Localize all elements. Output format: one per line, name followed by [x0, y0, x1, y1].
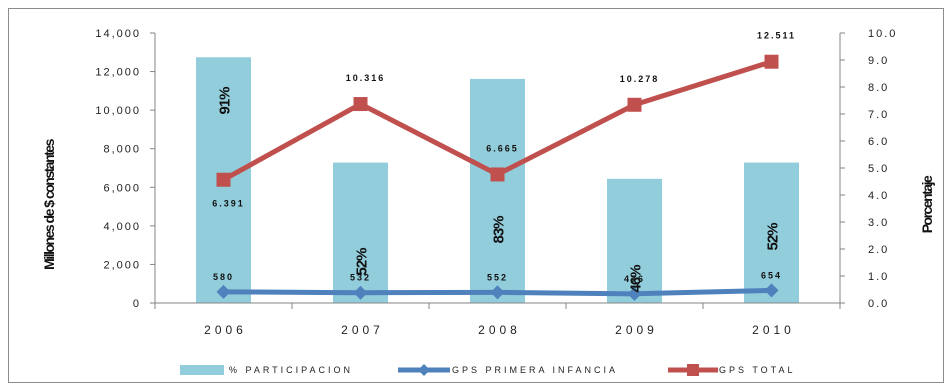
legend-item-gps-primera-infancia: GPS PRIMERA INFANCIA: [398, 364, 618, 376]
marker-gps-primera-infancia-2008: [490, 285, 505, 300]
y2-tick-label: 7.0: [868, 109, 889, 121]
x-category-label: 2010: [752, 323, 795, 337]
data-label-gps-primera-infancia: 532: [350, 273, 371, 283]
marker-gps-total-2006: [216, 172, 231, 187]
marker-gps-primera-infancia-2009: [627, 286, 642, 301]
marker-gps-primera-infancia-2010: [764, 283, 779, 298]
data-label-gps-total: 12.511: [757, 31, 796, 41]
data-label-participacion: 52%: [764, 223, 781, 251]
legend-label-gps-total: GPS TOTAL: [719, 365, 796, 375]
y2-tick-label: 1.0: [868, 271, 889, 283]
y2-tick-label: 10.0: [868, 28, 897, 40]
y2-tick-label: 3.0: [868, 217, 889, 229]
data-label-gps-primera-infancia: 580: [213, 272, 234, 282]
bar-participacion-2010: [744, 162, 799, 303]
bar-participacion-2009: [607, 178, 662, 303]
data-label-gps-primera-infancia: 552: [487, 272, 508, 282]
marker-gps-total-2007: [353, 97, 368, 112]
marker-gps-total-2008: [490, 167, 505, 182]
legend-marker-gps-primera-infancia: [418, 364, 430, 376]
y-tick-label: 14,000: [95, 28, 141, 40]
y2-tick-label: 8.0: [868, 82, 889, 94]
marker-gps-primera-infancia-2006: [216, 284, 231, 299]
data-label-participacion: 52%: [353, 248, 370, 276]
y2-tick-label: 5.0: [868, 163, 889, 175]
legend-label-participacion: % PARTICIPACION: [229, 365, 353, 375]
data-label-gps-total: 6.665: [486, 143, 519, 153]
legend-label-gps-primera-infancia: GPS PRIMERA INFANCIA: [452, 365, 618, 375]
bar-participacion-2008: [470, 78, 525, 304]
y2-tick-label: 2.0: [868, 244, 889, 256]
y-tick-label: 0: [133, 298, 141, 310]
y-tick-label: 10,000: [95, 105, 141, 117]
x-category-label: 2007: [341, 323, 384, 337]
y2-tick-label: 6.0: [868, 136, 889, 148]
data-label-gps-primera-infancia: 654: [761, 270, 782, 280]
y2-tick-label: 0.0: [868, 298, 889, 310]
data-label-participacion: 83%: [490, 216, 507, 244]
data-label-participacion: 91%: [216, 87, 233, 115]
y-tick-label: 6,000: [103, 182, 141, 194]
y2-tick-label: 9.0: [868, 55, 889, 67]
legend-swatch-participacion: [180, 365, 224, 375]
data-label-gps-total: 6.391: [212, 199, 245, 209]
y2-tick-label: 4.0: [868, 190, 889, 202]
legend-item-participacion: % PARTICIPACION: [180, 365, 353, 375]
y-axis-title: Millones de $ constantes: [41, 138, 57, 269]
x-category-label: 2008: [478, 323, 521, 337]
x-category-label: 2006: [204, 323, 247, 337]
legend-item-gps-total: GPS TOTAL: [668, 364, 796, 376]
data-label-gps-total: 10.316: [346, 73, 386, 83]
y-tick-label: 2,000: [103, 259, 141, 271]
marker-gps-total-2009: [627, 97, 642, 112]
bar-participacion-2007: [333, 162, 388, 303]
data-label-gps-primera-infancia: 476: [624, 274, 645, 284]
y-tick-label: 4,000: [103, 221, 141, 233]
data-label-gps-total: 10.278: [620, 74, 660, 84]
marker-gps-total-2010: [764, 54, 779, 69]
legend-marker-gps-total: [687, 364, 699, 376]
y2-axis-title: Porcentaje: [919, 175, 935, 233]
y-tick-label: 12,000: [95, 67, 141, 79]
marker-gps-primera-infancia-2007: [353, 285, 368, 300]
data-label-participacion: 46%: [627, 265, 644, 293]
x-category-label: 2009: [615, 323, 658, 337]
y-tick-label: 8,000: [103, 144, 141, 156]
